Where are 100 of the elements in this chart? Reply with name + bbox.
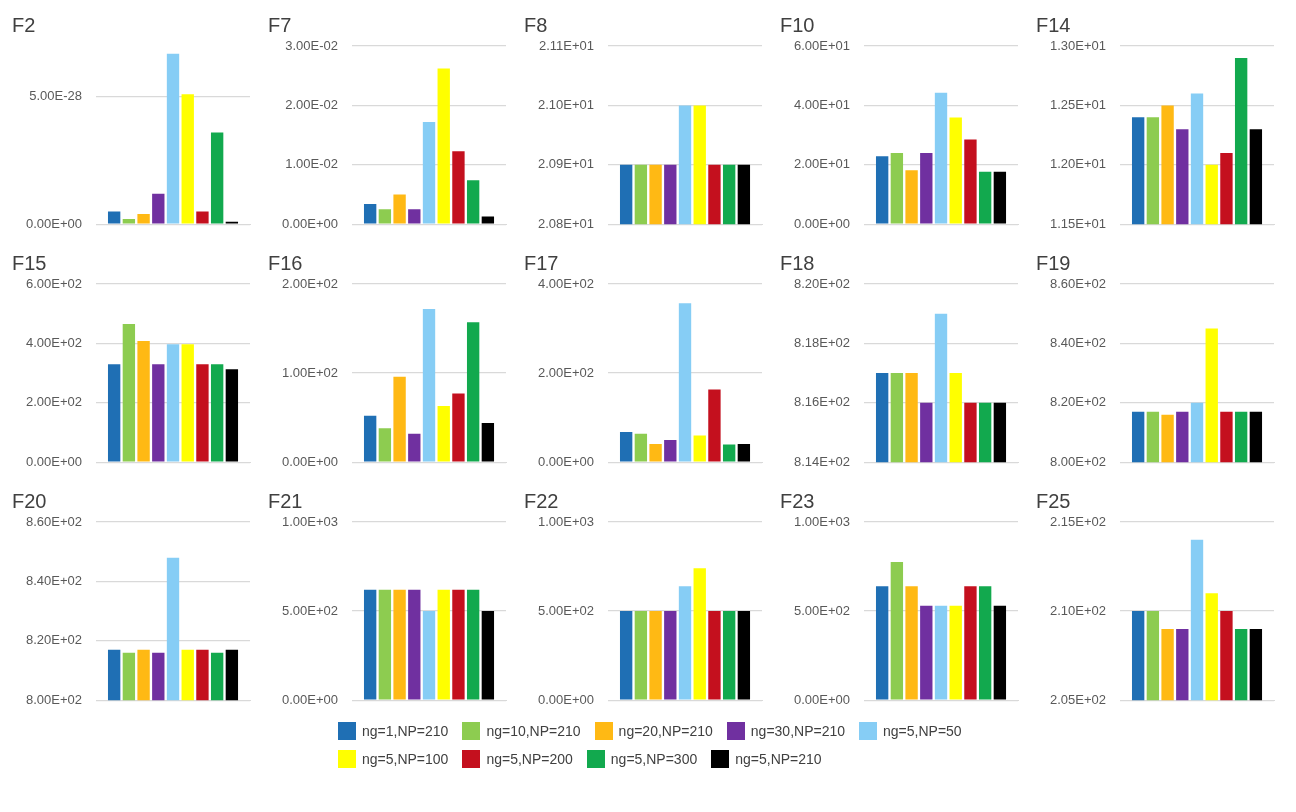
bar xyxy=(722,611,736,700)
y-tick-label: 8.16E+02 xyxy=(793,394,851,410)
chart-title: F19 xyxy=(1036,251,1071,274)
y-tick-label: 6.00E+01 xyxy=(793,37,851,53)
y-tick-label: 8.14E+02 xyxy=(793,453,851,469)
y-tick-label: 1.00E-02 xyxy=(285,156,339,172)
bar xyxy=(693,435,706,462)
y-tick-label: 2.10E+01 xyxy=(537,96,595,112)
bar xyxy=(978,586,992,700)
y-tick-label: 4.00E+01 xyxy=(793,96,851,112)
chart-title: F2 xyxy=(12,13,36,36)
bar xyxy=(708,611,721,700)
y-tick-label: 0.00E+00 xyxy=(281,691,339,707)
y-tick-label: 0.00E+00 xyxy=(793,215,851,231)
y-tick-label: 5.00E+02 xyxy=(281,602,339,618)
chart-title: F8 xyxy=(524,13,548,36)
y-tick-label: 0.00E+00 xyxy=(25,453,83,469)
bar xyxy=(920,605,933,700)
y-tick-label: 1.00E+02 xyxy=(281,364,339,380)
y-tick-label: 6.00E+02 xyxy=(25,275,83,291)
chart-title: F22 xyxy=(524,489,559,512)
bar xyxy=(166,344,180,462)
y-tick-label: 2.00E+02 xyxy=(537,364,595,380)
bar xyxy=(978,171,992,224)
y-tick-label: 2.05E+02 xyxy=(1049,691,1107,707)
bar xyxy=(481,423,495,462)
bar xyxy=(934,92,948,224)
y-tick-label: 8.20E+02 xyxy=(25,632,83,648)
y-tick-label: 4.00E+02 xyxy=(25,334,83,350)
bar xyxy=(993,171,1007,224)
chart-title: F21 xyxy=(268,489,303,512)
bar xyxy=(737,611,751,700)
bar xyxy=(664,611,677,700)
legend-label: ng=5,NP=300 xyxy=(610,751,698,767)
bar xyxy=(737,443,751,462)
y-tick-label: 8.60E+02 xyxy=(25,513,83,529)
chart-title: F17 xyxy=(524,251,559,274)
bar xyxy=(363,415,377,462)
bar xyxy=(481,216,495,224)
legend-label: ng=5,NP=100 xyxy=(362,751,449,767)
bar xyxy=(422,308,436,462)
chart-title: F10 xyxy=(780,13,815,36)
y-tick-label: 1.25E+01 xyxy=(1049,96,1107,112)
bar xyxy=(693,568,706,700)
bar xyxy=(619,431,633,462)
y-tick-label: 2.00E+01 xyxy=(793,156,851,172)
y-tick-label: 8.18E+02 xyxy=(793,334,851,350)
bar xyxy=(107,364,121,462)
bar xyxy=(964,586,977,700)
bar xyxy=(934,605,948,700)
bar xyxy=(452,393,465,462)
y-tick-label: 5.00E+02 xyxy=(537,602,595,618)
bar xyxy=(890,152,904,224)
bar xyxy=(181,344,194,462)
bar xyxy=(619,611,633,700)
bar xyxy=(393,194,406,224)
y-tick-label: 8.20E+02 xyxy=(793,275,851,291)
legend-label: ng=30,NP=210 xyxy=(750,723,846,739)
bar xyxy=(993,605,1007,700)
y-tick-label: 0.00E+00 xyxy=(281,215,339,231)
bar xyxy=(152,364,165,462)
chart-title: F20 xyxy=(12,489,47,512)
y-tick-label: 2.15E+02 xyxy=(1049,513,1107,529)
y-tick-label: 8.00E+02 xyxy=(1049,453,1107,469)
y-tick-label: 8.60E+02 xyxy=(1049,275,1107,291)
bar xyxy=(678,303,692,462)
bar xyxy=(378,428,392,462)
bar xyxy=(122,324,136,462)
legend-label: ng=1,NP=210 xyxy=(362,723,449,739)
bar xyxy=(722,444,736,462)
y-tick-label: 8.00E+02 xyxy=(25,691,83,707)
bar xyxy=(466,322,480,462)
legend-label: ng=10,NP=210 xyxy=(486,723,581,739)
y-tick-label: 5.00E-28 xyxy=(29,88,83,104)
bar xyxy=(408,433,421,462)
chart-title: F7 xyxy=(268,13,292,36)
y-tick-label: 8.40E+02 xyxy=(1049,334,1107,350)
y-tick-label: 1.15E+01 xyxy=(1049,215,1107,231)
bar xyxy=(363,204,377,224)
bar xyxy=(905,170,918,224)
y-tick-label: 1.00E+03 xyxy=(537,513,595,529)
bar xyxy=(437,68,450,224)
y-tick-label: 2.09E+01 xyxy=(537,156,595,172)
bar xyxy=(378,209,392,224)
bar xyxy=(393,376,406,462)
bar xyxy=(875,156,889,224)
y-tick-label: 8.40E+02 xyxy=(25,572,83,588)
chart-title: F16 xyxy=(268,251,303,274)
legend-label: ng=5,NP=50 xyxy=(883,723,962,739)
chart-title: F23 xyxy=(780,489,815,512)
bar xyxy=(437,406,450,462)
bar xyxy=(137,341,150,462)
bar xyxy=(634,433,648,462)
bar xyxy=(920,152,933,224)
y-tick-label: 2.10E+02 xyxy=(1049,602,1107,618)
bar xyxy=(875,586,889,700)
bar xyxy=(466,180,480,224)
legend-label: ng=5,NP=200 xyxy=(486,751,573,767)
y-tick-label: 3.00E-02 xyxy=(285,37,339,53)
y-tick-label: 2.00E+02 xyxy=(281,275,339,291)
